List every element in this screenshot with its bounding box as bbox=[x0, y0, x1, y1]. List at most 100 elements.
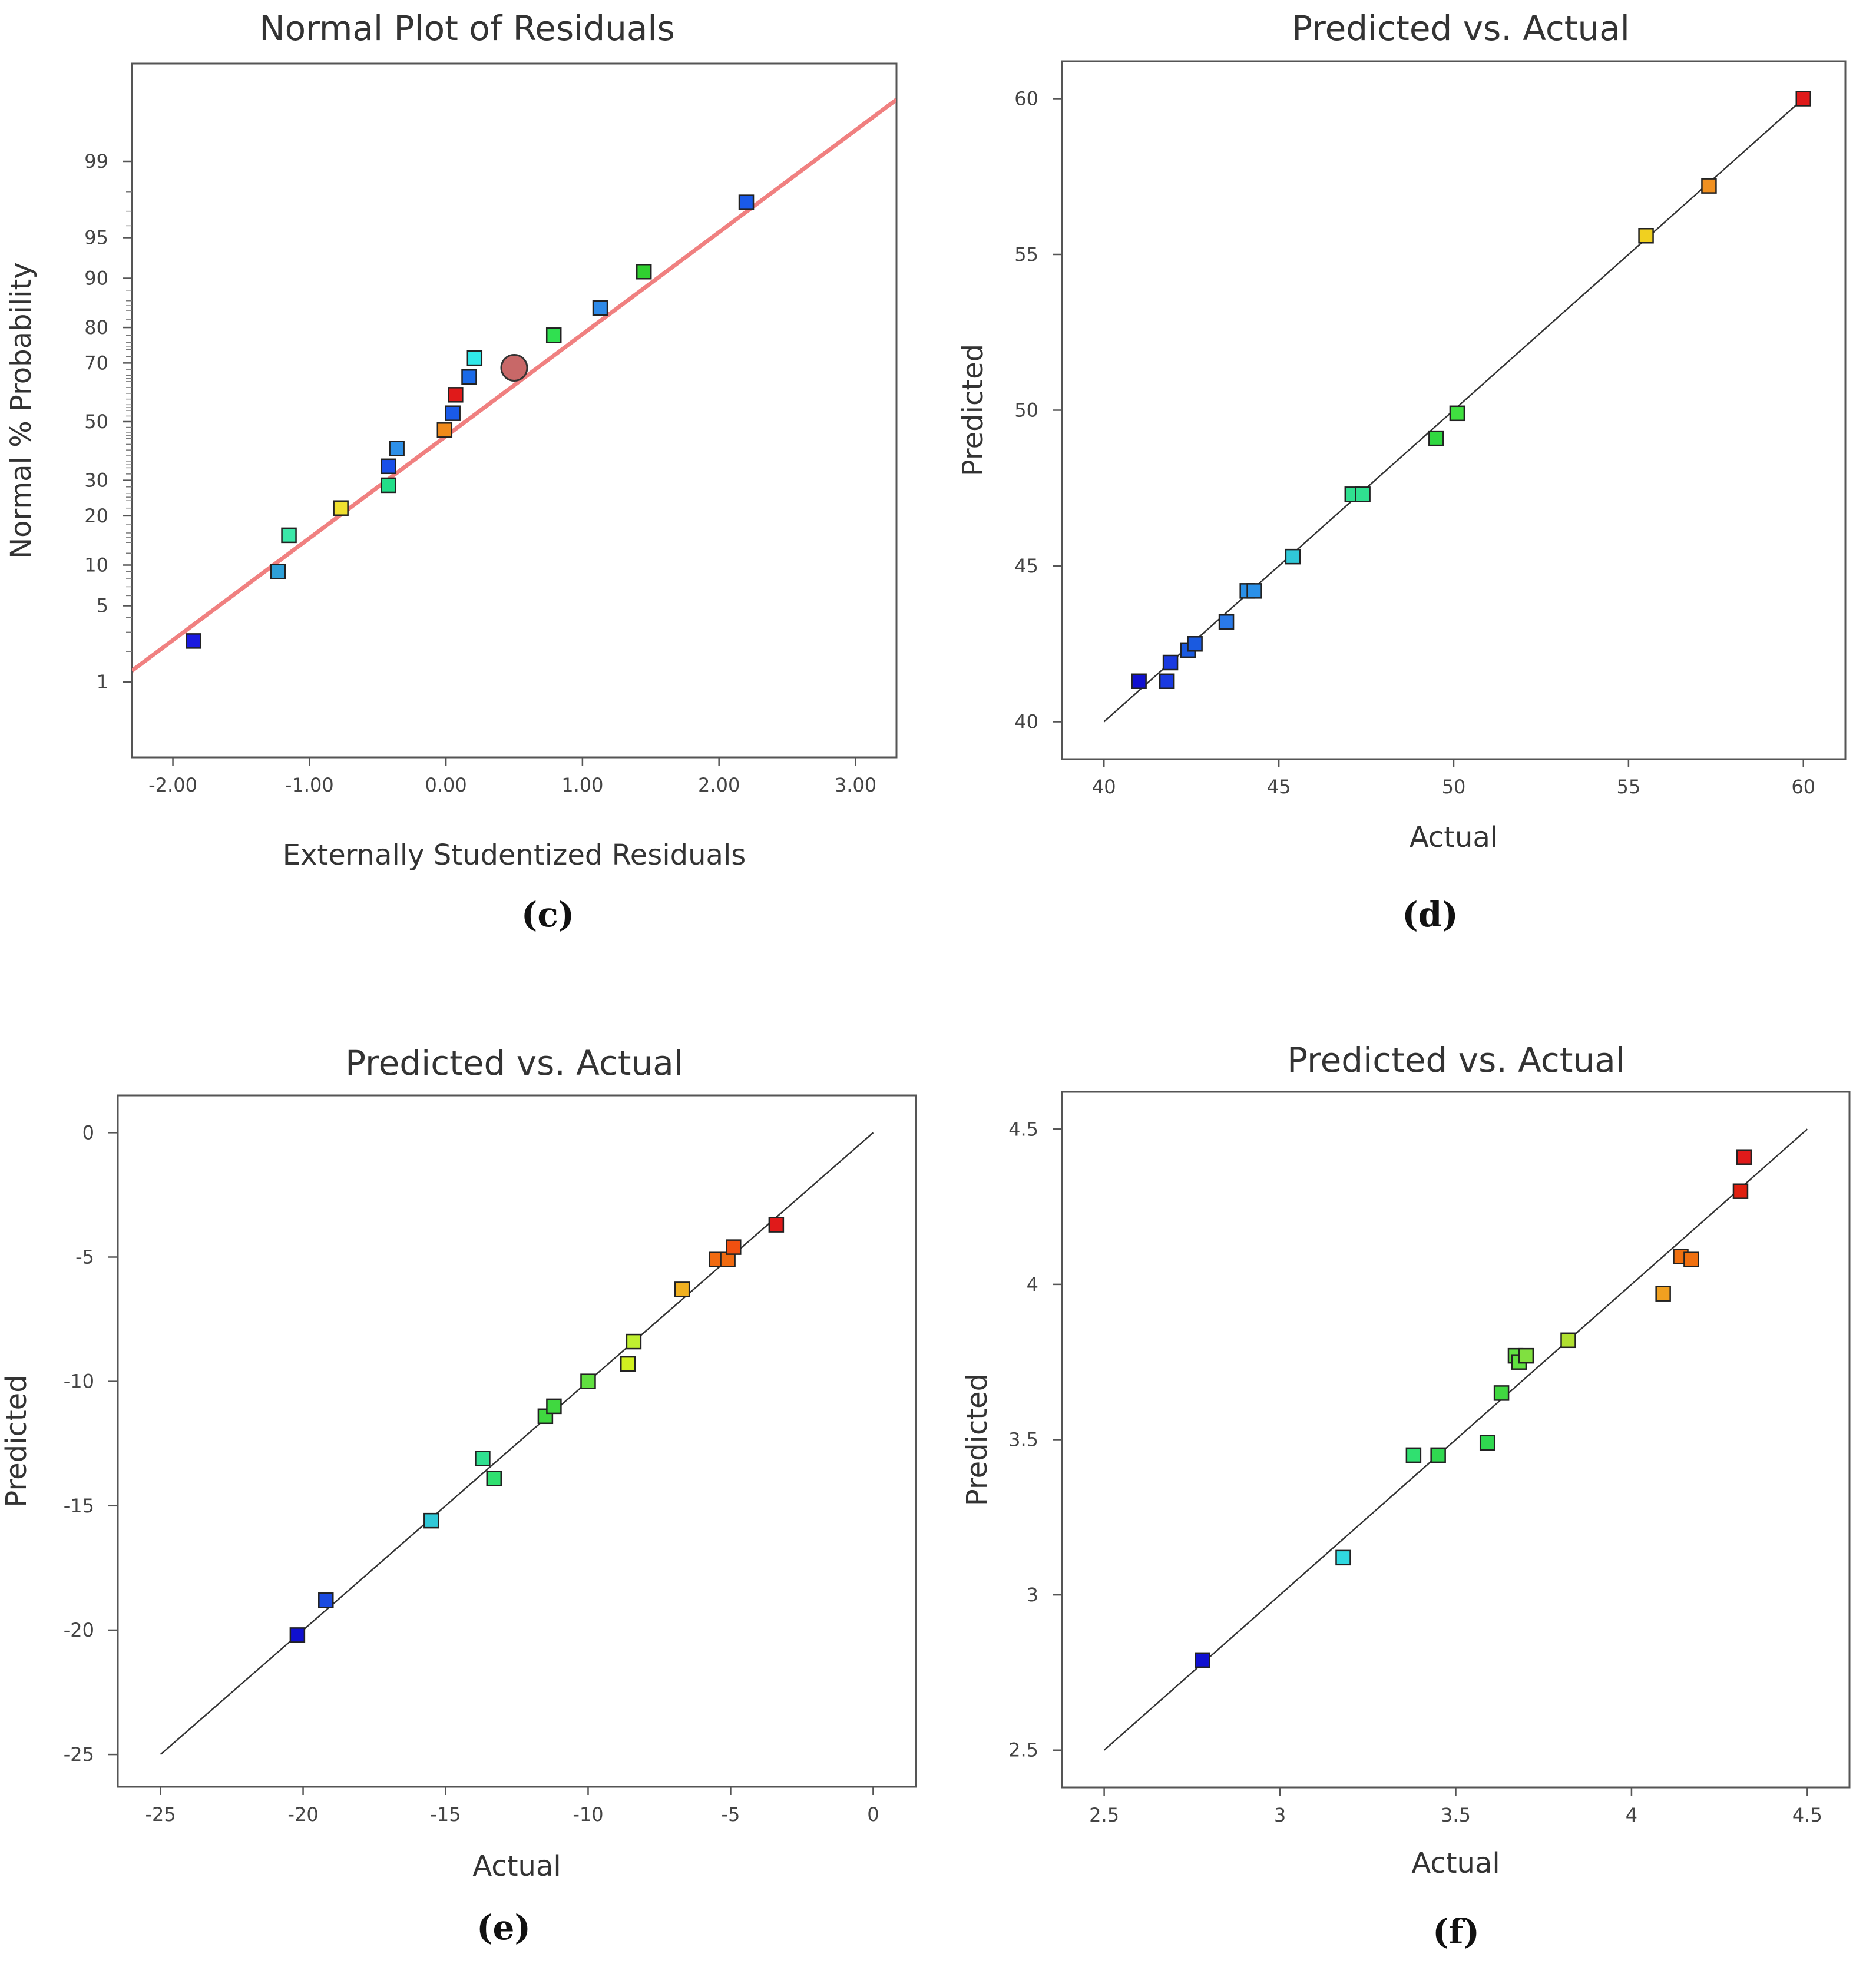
data-point bbox=[1560, 1332, 1576, 1349]
data-point bbox=[1131, 673, 1147, 689]
data-point bbox=[738, 194, 755, 210]
data-point bbox=[674, 1281, 690, 1297]
data-point bbox=[486, 1471, 502, 1486]
y-axis-label: Predicted bbox=[957, 344, 990, 476]
data-point bbox=[1405, 1447, 1422, 1463]
data-point bbox=[1162, 654, 1179, 671]
data-point bbox=[537, 1408, 554, 1425]
data-point bbox=[1195, 1652, 1210, 1668]
data-point bbox=[423, 1512, 439, 1529]
data-point bbox=[1430, 1447, 1446, 1463]
x-tick-label: 0.00 bbox=[425, 774, 466, 796]
chart-panel-4: Predicted vs. Actual 2.5 3 3.5 4 4.5 2.5 3 3.5 4 4… bbox=[961, 1040, 1851, 1952]
data-point bbox=[726, 1239, 742, 1255]
y-tick-label: 2.5 bbox=[1008, 1739, 1038, 1761]
data-point bbox=[1493, 1385, 1510, 1401]
data-point bbox=[1246, 583, 1262, 599]
x-axis-label: Externally Studentized Residuals bbox=[283, 839, 746, 872]
data-point bbox=[1638, 228, 1654, 244]
y-tick-label: 99 bbox=[84, 150, 108, 173]
data-point bbox=[381, 477, 397, 494]
x-tick-label: 2.5 bbox=[1089, 1804, 1119, 1826]
y-tick-label: -5 bbox=[75, 1246, 94, 1268]
y-tick-label: 80 bbox=[84, 316, 108, 339]
y-tick-label: 70 bbox=[84, 352, 108, 374]
y-tick-label: 40 bbox=[1014, 711, 1038, 733]
chart-panel-1: Normal Plot of Residuals -2.00 -1.00 0.00 1.… bbox=[5, 8, 898, 935]
data-point bbox=[461, 369, 477, 385]
data-point bbox=[620, 1356, 636, 1372]
x-tick-label: 4.5 bbox=[1792, 1804, 1822, 1826]
data-point bbox=[1479, 1435, 1495, 1451]
y-tick-label: 20 bbox=[84, 505, 108, 527]
data-point bbox=[466, 350, 483, 366]
x-tick-label: -20 bbox=[287, 1803, 318, 1826]
reference-line bbox=[132, 98, 896, 673]
data-point bbox=[592, 300, 608, 316]
panel-caption: (d) bbox=[1402, 895, 1458, 935]
data-point bbox=[389, 441, 405, 456]
chart-title: Predicted vs. Actual bbox=[345, 1043, 683, 1083]
data-point bbox=[1335, 1549, 1351, 1566]
x-tick-label: 60 bbox=[1791, 776, 1815, 798]
x-tick-label: -1.00 bbox=[285, 774, 334, 796]
data-point bbox=[580, 1373, 596, 1389]
data-point bbox=[1655, 1286, 1671, 1302]
data-point bbox=[318, 1592, 334, 1608]
data-point bbox=[1187, 636, 1203, 652]
data-point bbox=[1285, 548, 1301, 565]
data-point bbox=[1732, 1183, 1749, 1199]
data-point bbox=[475, 1451, 491, 1466]
panel-caption: (c) bbox=[521, 895, 574, 935]
data-point bbox=[445, 405, 461, 421]
x-tick-label: -10 bbox=[573, 1803, 603, 1826]
y-tick-label: 0 bbox=[82, 1121, 94, 1144]
x-tick-label: 0 bbox=[867, 1803, 879, 1826]
x-tick-label: 4 bbox=[1626, 1804, 1637, 1826]
x-tick-label: 1.00 bbox=[561, 774, 603, 796]
y-tick-label: -10 bbox=[64, 1370, 94, 1393]
data-point bbox=[1518, 1347, 1534, 1364]
x-tick-label: 40 bbox=[1092, 776, 1116, 798]
data-point bbox=[1428, 430, 1444, 446]
y-tick-label: 4 bbox=[1027, 1273, 1038, 1296]
x-tick-label: 45 bbox=[1267, 776, 1291, 798]
y-axis-label: Predicted bbox=[0, 1375, 33, 1507]
y-axis-label: Predicted bbox=[961, 1373, 994, 1506]
data-point bbox=[1159, 673, 1175, 689]
reference-line bbox=[1103, 1128, 1808, 1751]
x-tick-label: -2.00 bbox=[148, 774, 197, 796]
data-point bbox=[546, 1398, 562, 1415]
y-tick-label: 30 bbox=[84, 469, 108, 492]
data-point bbox=[333, 500, 349, 516]
y-tick-label: 60 bbox=[1014, 87, 1038, 110]
data-point bbox=[1355, 486, 1371, 502]
x-tick-label: 50 bbox=[1442, 776, 1466, 798]
y-tick-label: 55 bbox=[1014, 243, 1038, 266]
y-tick-label: -25 bbox=[64, 1743, 94, 1766]
x-axis-label: Actual bbox=[472, 1850, 561, 1883]
x-tick-label: 2.00 bbox=[698, 774, 740, 796]
chart-title: Predicted vs. Actual bbox=[1287, 1040, 1625, 1080]
data-point bbox=[270, 564, 286, 579]
y-tick-label: -15 bbox=[64, 1495, 94, 1517]
data-point bbox=[448, 387, 464, 403]
plot-frame bbox=[131, 62, 898, 759]
x-tick-label: -15 bbox=[430, 1803, 461, 1826]
data-point bbox=[381, 458, 397, 475]
reference-line bbox=[160, 1132, 874, 1756]
chart-title: Normal Plot of Residuals bbox=[259, 8, 675, 48]
y-tick-label: 95 bbox=[84, 226, 108, 249]
highlighted-point bbox=[500, 353, 528, 382]
data-point bbox=[768, 1217, 785, 1233]
data-point bbox=[281, 527, 297, 544]
data-point bbox=[1449, 405, 1465, 422]
data-point bbox=[289, 1627, 306, 1643]
x-tick-label: 3.5 bbox=[1441, 1804, 1471, 1826]
y-tick-label: 4.5 bbox=[1008, 1118, 1038, 1140]
x-tick-label: 3 bbox=[1274, 1804, 1286, 1826]
data-point bbox=[1701, 178, 1717, 194]
y-tick-label: -20 bbox=[64, 1619, 94, 1641]
x-tick-label: 3.00 bbox=[835, 774, 876, 796]
